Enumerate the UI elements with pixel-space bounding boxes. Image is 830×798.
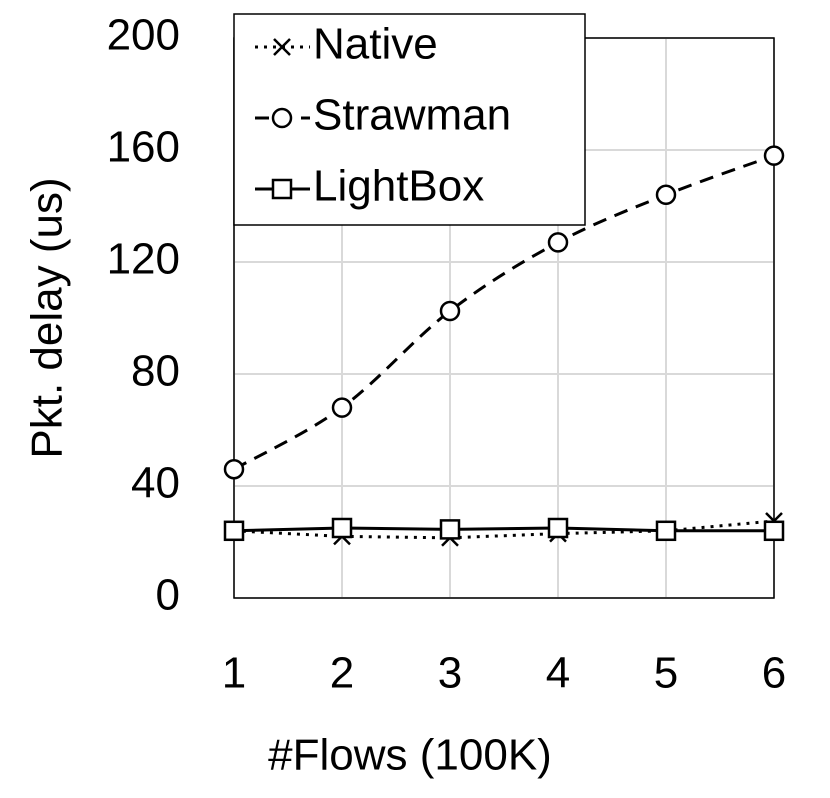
marker: [655, 184, 677, 206]
series-line: [233, 519, 775, 540]
marker: [273, 38, 291, 56]
x-tick-label: 5: [654, 649, 678, 698]
x-tick-label: 3: [438, 649, 462, 698]
marker: [763, 145, 785, 166]
x-axis-title: #Flows (100K): [268, 731, 552, 780]
marker: [439, 300, 461, 322]
marker: [439, 519, 461, 540]
marker: [331, 397, 353, 418]
marker: [223, 520, 245, 542]
marker: [271, 178, 293, 200]
x-tick-label: 6: [762, 649, 786, 698]
y-tick-label: 200: [107, 11, 180, 60]
marker: [547, 517, 569, 539]
x-tick-label: 2: [330, 649, 354, 698]
y-tick-label: 0: [156, 571, 180, 620]
y-tick-label: 80: [131, 347, 180, 396]
y-tick-label: 120: [107, 235, 180, 284]
legend-label: LightBox: [313, 162, 484, 211]
legend-label: Native: [313, 20, 438, 69]
y-axis-title: Pkt. delay (us): [23, 177, 72, 458]
marker: [763, 520, 785, 542]
marker: [331, 517, 353, 539]
marker: [223, 458, 245, 480]
marker: [547, 232, 569, 253]
legend-label: Strawman: [313, 91, 511, 140]
x-tick-label: 4: [546, 649, 570, 698]
marker: [271, 107, 293, 129]
x-tick-label: 1: [222, 649, 246, 698]
marker: [655, 520, 677, 542]
y-tick-label: 160: [107, 123, 180, 172]
y-tick-label: 40: [131, 459, 180, 508]
